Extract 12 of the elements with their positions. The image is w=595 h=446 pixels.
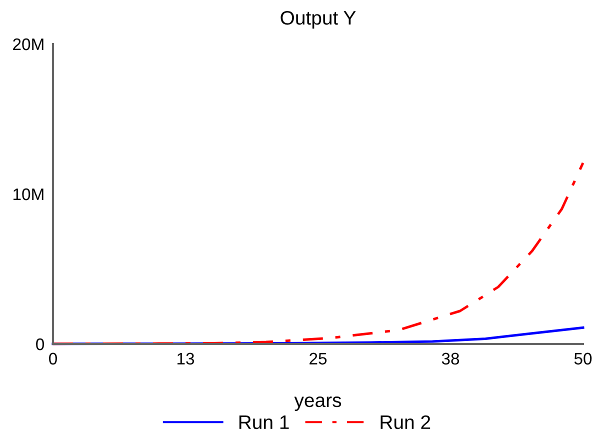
chart-title: Output Y <box>280 10 356 29</box>
legend-label: Run 1 <box>239 416 289 430</box>
x-tick-label: 13 <box>178 352 194 365</box>
x-tick-label: 50 <box>574 352 592 365</box>
legend-label: Run 2 <box>380 415 430 430</box>
y-tick-label: 20M <box>13 38 44 50</box>
y-tick-label: 0 <box>36 338 44 350</box>
x-tick-label: 0 <box>49 352 57 365</box>
y-tick-label: 10M <box>14 188 44 200</box>
x-tick-label: 25 <box>310 352 327 365</box>
x-tick-label: 38 <box>442 352 460 365</box>
x-axis-title: years <box>294 396 342 411</box>
